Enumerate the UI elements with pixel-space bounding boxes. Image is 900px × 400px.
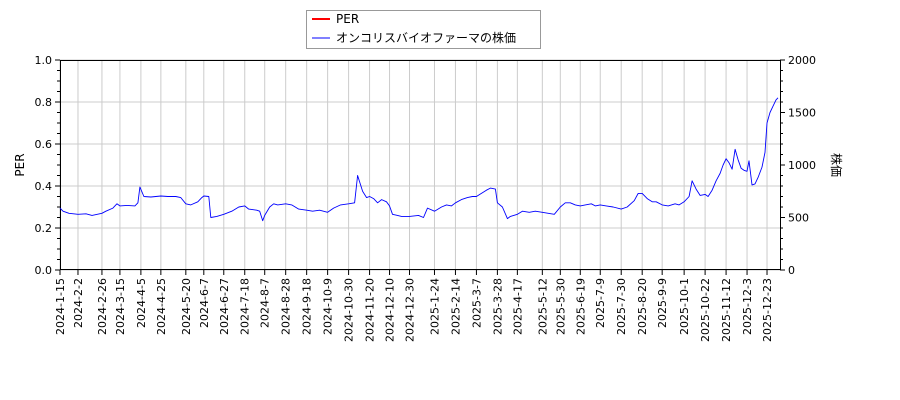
x-tick-label: 2024-10-9 (322, 278, 335, 335)
x-tick-label: 2024-2-26 (96, 278, 109, 335)
x-tick-label: 2024-3-15 (114, 278, 127, 335)
x-tick-label: 2024-10-30 (343, 278, 356, 342)
left-tick-label: 0.4 (35, 180, 53, 193)
x-tick-label: 2025-3-7 (470, 278, 483, 328)
x-tick-label: 2024-5-20 (180, 278, 193, 335)
x-tick-label: 2024-6-27 (218, 278, 231, 335)
legend: PER オンコリスバイオファーマの株価 (306, 10, 541, 49)
left-tick-label: 1.0 (35, 54, 53, 67)
x-tick-label: 2024-11-20 (364, 278, 377, 342)
x-tick-label: 2025-6-19 (574, 278, 587, 335)
series-layer (59, 97, 779, 222)
x-tick-label: 2025-11-12 (720, 278, 733, 342)
left-tick-label: 0.8 (35, 96, 53, 109)
left-axis-label: PER (13, 153, 27, 176)
x-tick-label: 2024-7-18 (239, 278, 252, 335)
x-tick-label: 2025-8-20 (636, 278, 649, 335)
x-tick-label: 2025-12-23 (761, 278, 774, 342)
x-tick-label: 2025-9-9 (656, 278, 669, 328)
x-tick-label: 2024-9-18 (301, 278, 314, 335)
x-tick-label: 2025-1-24 (428, 278, 441, 335)
x-tick-label: 2025-5-12 (536, 278, 549, 335)
left-tick-label: 0.2 (35, 222, 53, 235)
x-tick-label: 2024-8-28 (280, 278, 293, 335)
x-tick-label: 2024-12-10 (384, 278, 397, 342)
grid-lines (59, 59, 780, 271)
right-tick-label: 1000 (788, 159, 816, 172)
x-tick-label: 2024-4-25 (155, 278, 168, 335)
legend-label-price: オンコリスバイオファーマの株価 (336, 30, 516, 45)
right-tick-label: 0 (788, 264, 795, 277)
x-tick-label: 2025-5-30 (554, 278, 567, 335)
legend-box (306, 10, 541, 49)
x-tick-label: 2025-3-28 (491, 278, 504, 335)
x-tick-label: 2025-7-9 (594, 278, 607, 328)
left-tick-label: 0.6 (35, 138, 53, 151)
x-tick-label: 2024-4-5 (135, 278, 148, 328)
x-tick-label: 2025-10-1 (678, 278, 691, 335)
legend-label-per: PER (336, 12, 359, 26)
x-axis: 2024-1-15 2024-2-2 2024-2-26 2024-3-15 2024-… (54, 270, 774, 342)
x-tick-label: 2024-6-7 (198, 278, 211, 328)
x-tick-label: 2025-12-3 (741, 278, 754, 335)
right-tick-label: 500 (788, 212, 809, 225)
x-tick-label: 2025-2-14 (449, 278, 462, 335)
x-tick-label: 2024-8-7 (259, 278, 272, 328)
right-axis-label: 株価 (829, 153, 844, 177)
right-tick-label: 1500 (788, 107, 816, 120)
x-tick-label: 2025-7-30 (615, 278, 628, 335)
right-y-axis: 0 500 1000 1500 2000 (780, 54, 816, 277)
x-tick-label: 2025-10-22 (699, 278, 712, 342)
x-tick-label: 2024-12-30 (404, 278, 417, 342)
left-y-axis: 0.0 0.2 0.4 0.6 0.8 1.0 (35, 54, 60, 277)
x-tick-label: 2025-4-17 (511, 278, 524, 335)
x-tick-label: 2024-1-15 (54, 278, 67, 335)
right-tick-label: 2000 (788, 54, 816, 67)
left-tick-label: 0.0 (35, 264, 53, 277)
series-line-1 (59, 97, 779, 222)
x-tick-label: 2024-2-2 (72, 278, 85, 328)
